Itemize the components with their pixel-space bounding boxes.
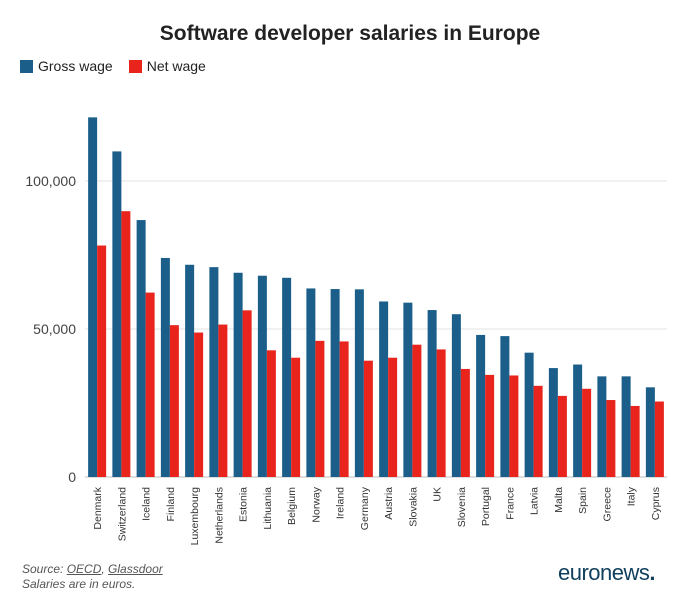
bar-net-wage [339, 341, 349, 477]
bar-net-wage [582, 388, 592, 477]
source-prefix: Source: [22, 562, 67, 576]
brand-name: euronews [558, 560, 650, 585]
bar-net-wage [509, 375, 519, 477]
bar-gross-wage [403, 302, 413, 477]
x-tick-label: Switzerland [116, 487, 128, 541]
y-tick-label: 0 [68, 469, 76, 485]
legend-swatch-net [128, 59, 142, 73]
bar-net-wage [412, 344, 422, 477]
y-tick-label: 50,000 [33, 321, 76, 337]
bar-gross-wage [306, 288, 316, 477]
legend-item-net[interactable]: Net wage [128, 58, 206, 74]
x-tick-label: France [504, 487, 516, 520]
legend-label-gross: Gross wage [38, 58, 113, 74]
x-tick-label: Luxembourg [189, 487, 201, 546]
x-tick-label: UK [432, 487, 444, 502]
footer: Source: OECD, Glassdoor Salaries are in … [22, 562, 163, 592]
x-tick-label: Lithuania [262, 487, 274, 530]
bar-gross-wage [330, 289, 340, 477]
bar-gross-wage [209, 267, 219, 477]
bar-gross-wage [451, 314, 461, 477]
bar-net-wage [291, 357, 301, 477]
bar-gross-wage [136, 220, 146, 477]
bar-gross-wage [500, 336, 510, 477]
source-link-oecd[interactable]: OECD [66, 562, 102, 576]
salary-note: Salaries are in euros. [22, 577, 136, 591]
bar-gross-wage [645, 387, 655, 477]
euronews-logo: euronews. [558, 560, 655, 586]
x-tick-label: Finland [165, 487, 177, 522]
bar-gross-wage [257, 275, 267, 477]
legend: Gross wage Net wage [20, 58, 222, 74]
bar-gross-wage [621, 376, 631, 477]
y-tick-label: 100,000 [25, 173, 76, 189]
bar-net-wage [388, 357, 398, 477]
legend-swatch-gross [20, 59, 33, 73]
x-tick-label: Iceland [141, 487, 153, 521]
bar-net-wage [121, 211, 131, 477]
bar-net-wage [460, 368, 470, 477]
source-separator: , [101, 562, 109, 576]
bar-gross-wage [233, 272, 243, 477]
x-tick-label: Denmark [92, 486, 104, 529]
x-tick-label: Estonia [238, 487, 250, 522]
x-tick-label: Italy [626, 486, 638, 506]
x-tick-label: Latvia [529, 487, 541, 515]
bar-net-wage [145, 292, 155, 477]
x-tick-label: Ireland [335, 487, 347, 519]
bar-net-wage [169, 325, 179, 477]
x-tick-label: Greece [601, 487, 613, 522]
bar-net-wage [533, 385, 543, 477]
bar-net-wage [436, 349, 446, 477]
bar-gross-wage [88, 117, 98, 478]
bar-gross-wage [354, 289, 364, 477]
bar-net-wage [218, 324, 228, 477]
chart-title: Software developer salaries in Europe [159, 22, 541, 45]
bar-net-wage [363, 360, 373, 477]
bar-gross-wage [548, 368, 558, 477]
x-tick-label: Netherlands [213, 487, 225, 544]
x-tick-label: Slovakia [407, 487, 419, 527]
x-tick-label: Portugal [480, 487, 492, 526]
bar-net-wage [97, 245, 107, 477]
legend-item-gross[interactable]: Gross wage [20, 58, 113, 74]
x-tick-label: Austria [383, 487, 395, 520]
x-tick-label: Germany [359, 486, 371, 530]
bar-net-wage [654, 401, 664, 477]
x-tick-label: Slovenia [456, 487, 468, 527]
bar-net-wage [242, 310, 252, 477]
bar-gross-wage [112, 151, 122, 477]
bar-gross-wage [524, 352, 534, 477]
bar-gross-wage [573, 364, 583, 477]
bar-gross-wage [282, 277, 292, 477]
bar-net-wage [485, 374, 495, 477]
legend-label-net: Net wage [146, 58, 206, 74]
bar-net-wage [315, 340, 325, 477]
x-tick-label: Norway [310, 486, 322, 522]
x-tick-label: Spain [577, 487, 589, 514]
bar-gross-wage [379, 301, 389, 477]
bar-net-wage [194, 332, 204, 477]
bar-net-wage [557, 395, 567, 477]
source-link-glassdoor[interactable]: Glassdoor [108, 562, 163, 576]
bar-gross-wage [185, 264, 195, 477]
bar-gross-wage [597, 376, 607, 477]
x-tick-label: Belgium [286, 487, 298, 525]
x-tick-label: Cyprus [650, 487, 662, 520]
brand-dot: . [649, 560, 656, 585]
bar-gross-wage [427, 310, 437, 477]
bar-net-wage [630, 405, 640, 477]
bar-gross-wage [160, 257, 170, 477]
source-line: Source: OECD, Glassdoor [22, 562, 163, 577]
bar-gross-wage [476, 334, 486, 477]
bar-net-wage [266, 350, 276, 477]
x-tick-label: Malta [553, 487, 565, 513]
bar-net-wage [606, 400, 616, 477]
